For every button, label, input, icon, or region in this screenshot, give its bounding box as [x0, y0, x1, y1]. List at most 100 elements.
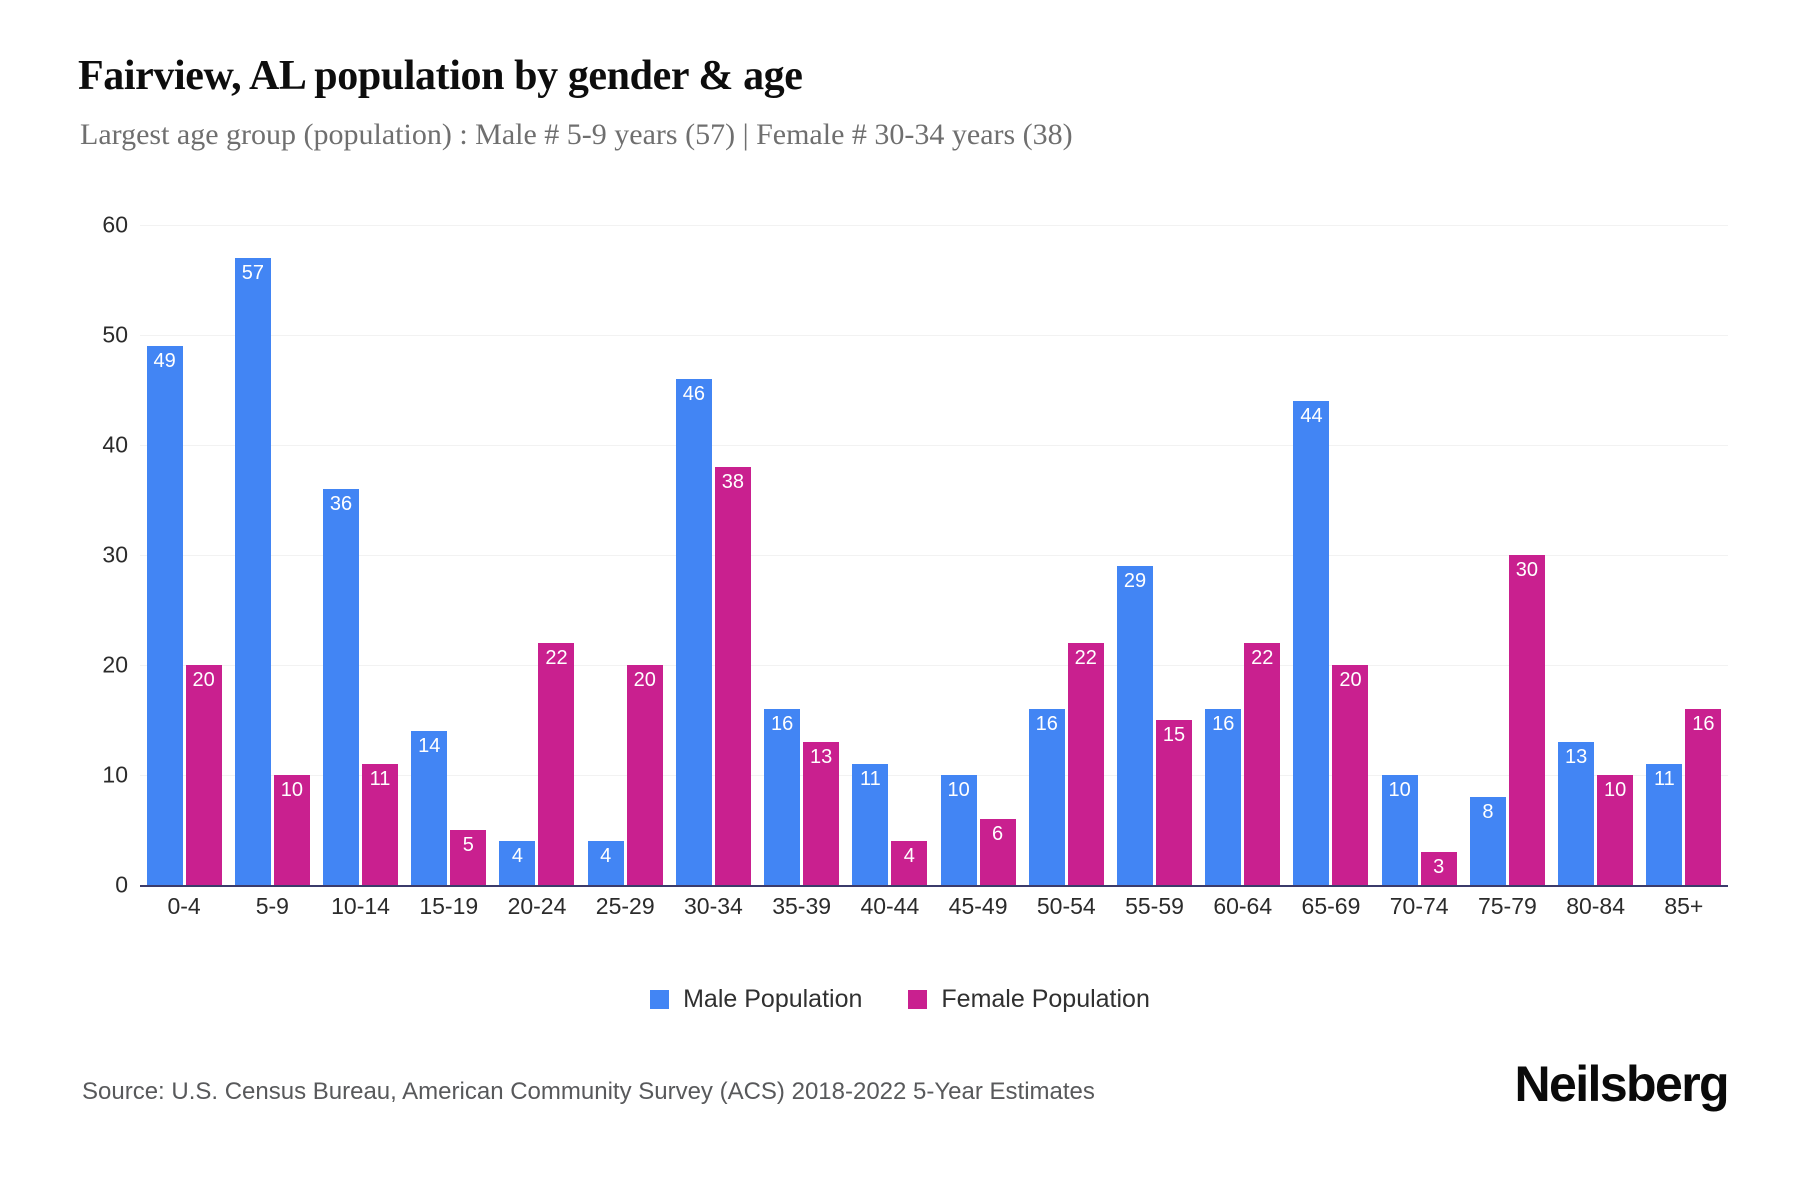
bar-male[interactable]: 14 — [411, 731, 448, 885]
bar-value-label: 22 — [1074, 647, 1097, 669]
bar-value-label: 10 — [1388, 779, 1411, 801]
bar-male[interactable]: 8 — [1469, 797, 1506, 885]
x-tick-label: 55-59 — [1125, 893, 1184, 919]
bar-value-label: 16 — [1692, 713, 1715, 735]
bar-male[interactable]: 11 — [1646, 764, 1683, 885]
x-axis-line — [140, 885, 1728, 887]
bar-male[interactable]: 10 — [1381, 775, 1418, 885]
y-tick-label: 10 — [102, 761, 128, 788]
x-tick-label: 15-19 — [419, 893, 479, 919]
x-axis-labels: 0-4 5-9 10-14 15-19 20-24 25-29 30-34 35-39 40-4… — [140, 893, 1728, 920]
gridline — [140, 225, 1728, 226]
bar-value-label: 57 — [241, 262, 264, 284]
bar-value-label: 20 — [633, 669, 656, 691]
y-axis: 0 10 20 30 40 50 60 — [78, 212, 140, 898]
bar-female[interactable]: 11 — [362, 764, 399, 885]
x-tick-label: 20-24 — [507, 893, 567, 919]
bar-female[interactable]: 5 — [450, 830, 487, 885]
bar-male[interactable]: 4 — [587, 841, 624, 885]
bar-value-label: 11 — [1653, 768, 1675, 790]
page-title: Fairview, AL population by gender & age — [78, 53, 803, 99]
bar-group: 10 3 — [1375, 225, 1463, 885]
bar-group: 44 20 — [1287, 225, 1375, 885]
chart-subtitle: Largest age group (population) : Male # … — [80, 118, 1073, 151]
bar-value-label: 14 — [418, 735, 441, 757]
x-tick-label: 25-29 — [595, 893, 655, 919]
bar-male[interactable]: 49 — [146, 346, 183, 885]
bar-male[interactable]: 36 — [323, 489, 360, 885]
bar-value-label: 46 — [682, 383, 706, 405]
legend-item[interactable]: Female Population — [908, 985, 1150, 1014]
bar-value-label: 5 — [462, 834, 474, 856]
bar-female[interactable]: 15 — [1156, 720, 1193, 885]
y-tick-label: 50 — [102, 321, 128, 348]
bar-group: 16 22 — [1199, 225, 1287, 885]
bar-group: 46 38 — [669, 225, 757, 885]
bar-value-label: 4 — [600, 845, 612, 867]
bar-female[interactable]: 10 — [1597, 775, 1634, 885]
bar-female[interactable]: 22 — [1067, 643, 1104, 885]
bar-male[interactable]: 16 — [1205, 709, 1242, 885]
bar-groups: 49 20 57 10 36 11 14 5 4 22 4 20 46 38 16 13 11 4 10 6 16 22 2… — [140, 225, 1728, 885]
bar-value-label: 15 — [1162, 724, 1186, 746]
legend-item[interactable]: Male Population — [650, 985, 862, 1014]
y-tick-label: 40 — [102, 431, 128, 458]
bar-value-label: 22 — [545, 647, 568, 669]
x-tick-label: 0-4 — [167, 893, 201, 919]
bar-female[interactable]: 20 — [626, 665, 663, 885]
bar-male[interactable]: 46 — [675, 379, 712, 885]
bar-group: 57 10 — [228, 225, 316, 885]
bar-value-label: 4 — [511, 845, 524, 867]
bar-group: 11 4 — [846, 225, 934, 885]
bar-female[interactable]: 16 — [1685, 709, 1722, 885]
bar-male[interactable]: 57 — [234, 258, 271, 885]
bar-value-label: 38 — [721, 471, 745, 493]
y-tick-label: 30 — [102, 541, 128, 568]
bar-male[interactable]: 16 — [764, 709, 801, 885]
bar-female[interactable]: 3 — [1420, 852, 1457, 885]
bar-group: 4 20 — [581, 225, 669, 885]
legend-label: Male Population — [683, 985, 863, 1013]
bar-female[interactable]: 38 — [714, 467, 751, 885]
bar-female[interactable]: 20 — [185, 665, 222, 885]
bar-male[interactable]: 4 — [499, 841, 536, 885]
bar-male[interactable]: 10 — [940, 775, 977, 885]
bar-female[interactable]: 13 — [803, 742, 840, 885]
bar-value-label: 16 — [771, 713, 794, 735]
bar-female[interactable]: 22 — [538, 643, 575, 885]
gridline — [140, 775, 1728, 776]
gridlines — [140, 225, 1728, 885]
bar-male[interactable]: 44 — [1293, 401, 1330, 885]
bar-female[interactable]: 30 — [1508, 555, 1545, 885]
y-tick-label: 0 — [115, 871, 128, 898]
bar-value-label: 10 — [280, 779, 303, 801]
plot-area: 0 10 20 30 40 50 60 49 20 57 10 36 11 14 5 4 22 4 20 46 38 1… — [78, 212, 1728, 919]
bar-male[interactable]: 29 — [1117, 566, 1154, 885]
y-tick-label: 20 — [102, 651, 128, 678]
bar-male[interactable]: 16 — [1028, 709, 1065, 885]
gridline — [140, 665, 1728, 666]
bar-value-label: 36 — [329, 493, 353, 515]
bar-female[interactable]: 4 — [891, 841, 928, 885]
bar-female[interactable]: 20 — [1332, 665, 1369, 885]
gridline — [140, 555, 1728, 556]
bar-group: 10 6 — [934, 225, 1022, 885]
bar-female[interactable]: 10 — [273, 775, 310, 885]
bar-value-label: 22 — [1251, 647, 1274, 669]
bar-group: 16 22 — [1022, 225, 1110, 885]
bar-group: 8 30 — [1463, 225, 1551, 885]
bar-female[interactable]: 6 — [979, 819, 1016, 885]
x-tick-label: 80-84 — [1566, 893, 1626, 919]
bar-value-label: 16 — [1212, 713, 1235, 735]
bar-value-label: 44 — [1300, 405, 1323, 427]
bar-female[interactable]: 22 — [1244, 643, 1281, 885]
bar-value-label: 13 — [1564, 746, 1588, 768]
x-tick-label: 70-74 — [1389, 893, 1449, 919]
x-tick-label: 10-14 — [331, 893, 390, 919]
bar-value-label: 6 — [992, 823, 1004, 845]
bar-male[interactable]: 11 — [852, 764, 889, 885]
bar-group: 29 15 — [1110, 225, 1198, 885]
bar-male[interactable]: 13 — [1558, 742, 1595, 885]
bar-group: 14 5 — [405, 225, 493, 885]
